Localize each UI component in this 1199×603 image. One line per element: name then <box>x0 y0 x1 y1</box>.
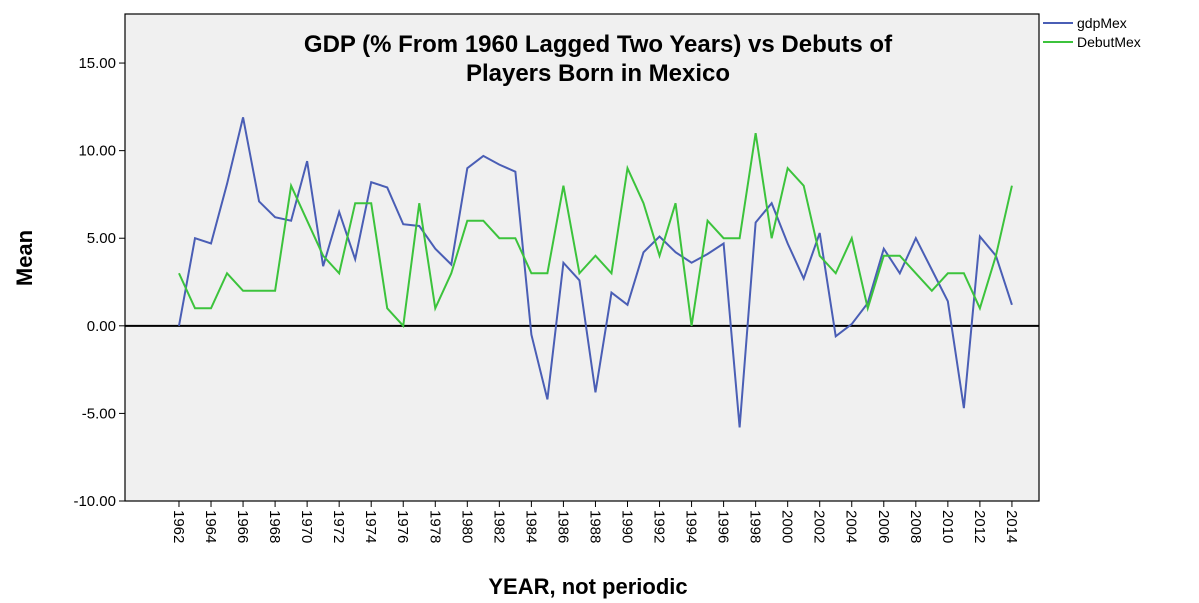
series-line <box>177 117 1013 428</box>
x-tick-label: 1968 <box>266 510 283 543</box>
y-tick-label: -5.00 <box>82 405 116 422</box>
y-tick-label: 5.00 <box>87 230 116 247</box>
x-axis-label: YEAR, not periodic <box>488 574 687 599</box>
x-tick-label: 1980 <box>458 510 475 543</box>
legend-label: DebutMex <box>1077 34 1141 50</box>
x-tick-label: 2012 <box>971 510 988 543</box>
x-tick-label: 2004 <box>843 510 860 543</box>
x-tick-label: 1966 <box>234 510 251 543</box>
x-tick-label: 1970 <box>298 510 315 543</box>
x-tick-label: 2002 <box>811 510 828 543</box>
x-tick-label: 1992 <box>651 510 668 543</box>
x-tick-label: 2008 <box>907 510 924 543</box>
y-tick-label: 10.00 <box>78 143 116 160</box>
y-axis-label: Mean <box>12 230 37 286</box>
x-tick-label: 1978 <box>426 510 443 543</box>
x-tick-label: 1982 <box>490 510 507 543</box>
x-tick-label: 1998 <box>747 510 764 543</box>
x-tick-label: 1986 <box>554 510 571 543</box>
legend-label: gdpMex <box>1077 15 1127 31</box>
series-line <box>178 132 1013 329</box>
x-tick-label: 1972 <box>330 510 347 543</box>
x-tick-label: 2006 <box>875 510 892 543</box>
x-tick-label: 1988 <box>586 510 603 543</box>
x-tick-label: 1974 <box>362 510 379 543</box>
plot-area <box>124 13 1040 502</box>
x-tick-label: 1990 <box>618 510 635 543</box>
x-tick-label: 2010 <box>939 510 956 543</box>
x-tick-label: 2000 <box>779 510 796 543</box>
x-tick-label: 2014 <box>1003 510 1020 543</box>
x-tick-label: 1976 <box>394 510 411 543</box>
x-tick-label: 1994 <box>683 510 700 543</box>
x-tick-label: 1962 <box>170 510 187 543</box>
chart-title: GDP (% From 1960 Lagged Two Years) vs De… <box>304 31 893 58</box>
x-tick-label: 1996 <box>715 510 732 543</box>
x-tick-label: 1964 <box>202 510 219 543</box>
y-tick-label: -10.00 <box>73 493 116 510</box>
chart-title: Players Born in Mexico <box>466 60 730 87</box>
y-tick-label: 15.00 <box>78 55 116 72</box>
x-tick-label: 1984 <box>522 510 539 543</box>
y-tick-label: 0.00 <box>87 318 116 335</box>
